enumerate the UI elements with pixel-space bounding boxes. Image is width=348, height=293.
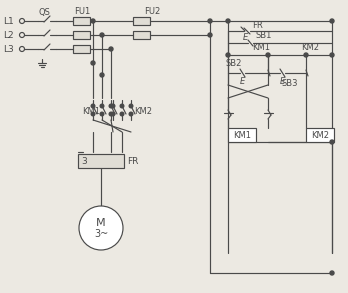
Text: KM2: KM2 [301,42,319,52]
Circle shape [208,19,212,23]
Text: E: E [243,33,248,42]
Bar [73,31,90,39]
Circle shape [266,53,270,57]
Bar [306,128,334,142]
Circle shape [120,104,124,108]
Bar [133,31,150,39]
Circle shape [129,104,133,108]
Circle shape [109,112,113,116]
Circle shape [111,112,115,116]
Text: M: M [96,218,106,228]
Text: SB2: SB2 [226,59,242,69]
Text: SB1: SB1 [255,32,271,40]
Circle shape [304,53,308,57]
Text: KM1: KM1 [233,130,251,139]
Circle shape [330,53,334,57]
Circle shape [330,140,334,144]
Circle shape [91,112,95,116]
Circle shape [19,33,24,38]
Circle shape [100,112,104,116]
Text: FU2: FU2 [144,8,160,16]
Text: FU1: FU1 [74,8,90,16]
Circle shape [91,61,95,65]
Text: QS: QS [38,8,50,16]
Bar [133,17,150,25]
Text: KM2: KM2 [134,108,152,117]
Circle shape [111,104,115,108]
Text: SB3: SB3 [282,79,299,88]
Text: L1: L1 [3,16,14,25]
Text: FR: FR [127,156,139,166]
Circle shape [330,271,334,275]
Text: E: E [280,78,285,86]
Circle shape [109,104,113,108]
Text: KM2: KM2 [311,130,329,139]
Text: KM1: KM1 [252,42,270,52]
Circle shape [79,206,123,250]
Circle shape [109,47,113,51]
Circle shape [129,112,133,116]
Text: KM1: KM1 [82,108,100,117]
Circle shape [19,47,24,52]
Bar [228,128,256,142]
Text: L2: L2 [3,30,14,40]
Circle shape [100,104,104,108]
Text: L3: L3 [3,45,14,54]
Text: 3~: 3~ [94,229,108,239]
Circle shape [330,19,334,23]
Circle shape [120,112,124,116]
Text: 3: 3 [81,156,87,166]
Text: FR: FR [252,21,263,30]
Circle shape [208,33,212,37]
Bar [73,45,90,53]
Circle shape [100,33,104,37]
Circle shape [19,18,24,23]
Circle shape [91,19,95,23]
Circle shape [226,19,230,23]
Bar [78,154,124,168]
Bar [73,17,90,25]
Circle shape [100,73,104,77]
Text: E: E [240,78,245,86]
Circle shape [226,53,230,57]
Circle shape [91,104,95,108]
